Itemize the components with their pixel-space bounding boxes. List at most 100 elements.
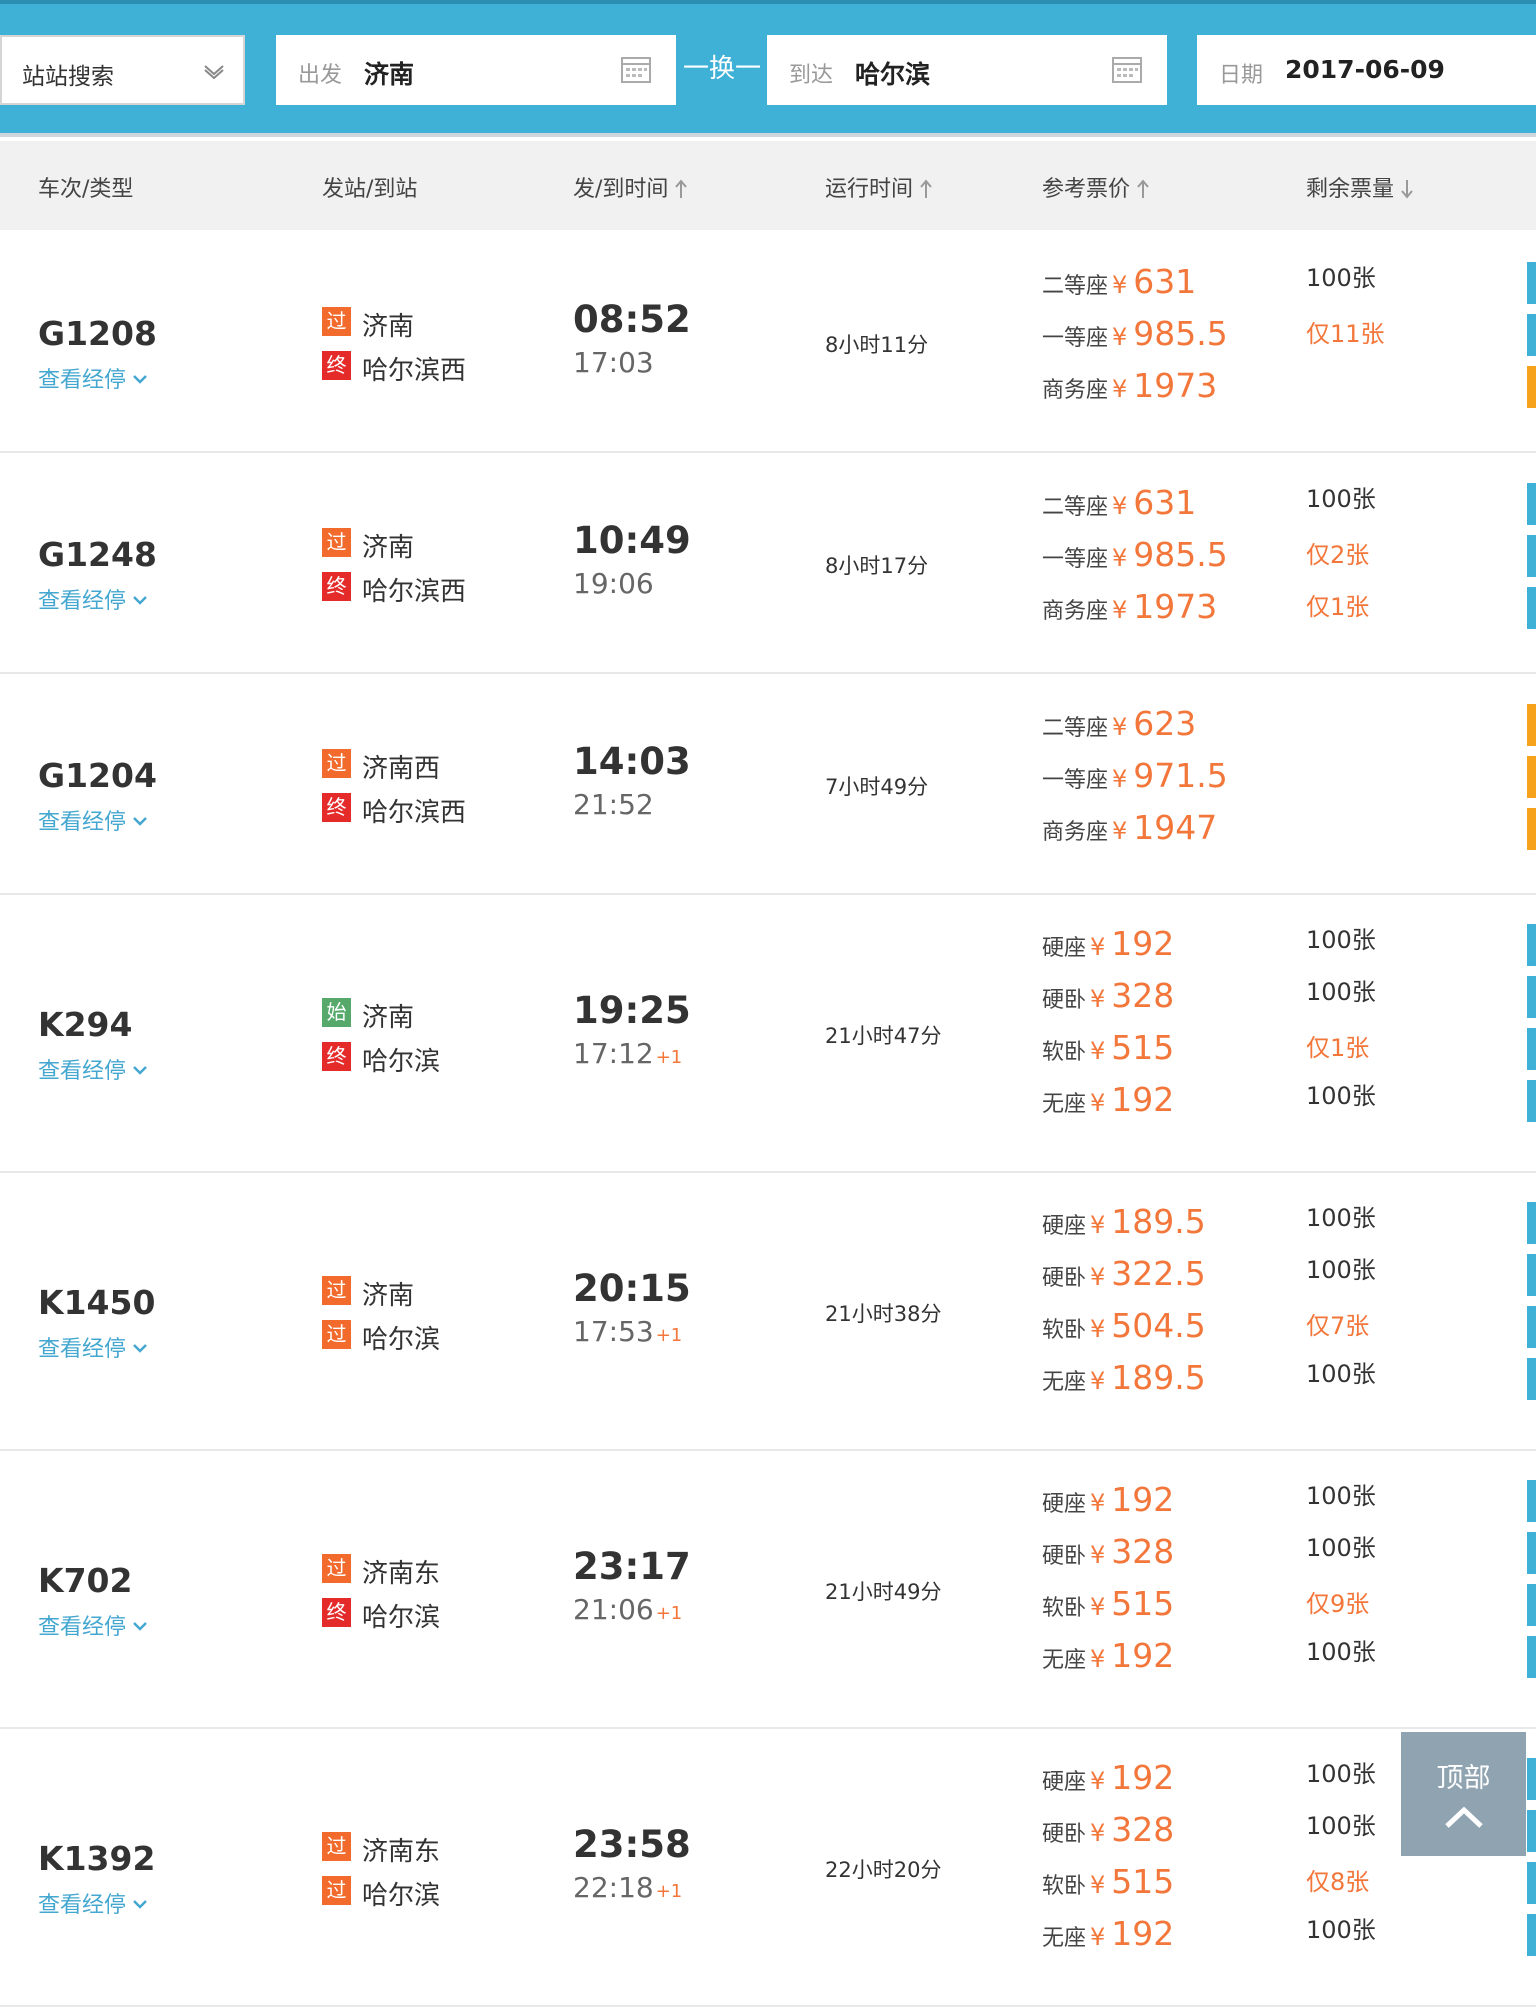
swap-button[interactable]: 一换一	[682, 54, 761, 84]
book-button[interactable]	[1527, 1202, 1536, 1244]
seat-type: 一等座	[1042, 326, 1109, 351]
header-duration[interactable]: 运行时间	[825, 171, 933, 203]
table-header: 车次/类型 发站/到站 发/到时间 运行时间 参考票价 剩余票量	[0, 141, 1536, 230]
currency-symbol: ¥	[1090, 1593, 1106, 1621]
station-type-badge: 过	[322, 748, 351, 778]
train-number[interactable]: K294	[38, 1005, 133, 1044]
station-type-badge: 过	[322, 1876, 351, 1905]
currency-symbol: ¥	[1112, 323, 1128, 351]
tickets-remaining: 100张	[1306, 485, 1376, 513]
currency-symbol: ¥	[1090, 1211, 1106, 1239]
book-button[interactable]	[1527, 366, 1536, 408]
book-button[interactable]	[1527, 1862, 1536, 1904]
tickets-remaining: 100张	[1306, 264, 1376, 292]
view-stops-link[interactable]: 查看经停	[38, 1887, 148, 1919]
book-button[interactable]	[1527, 1584, 1536, 1626]
tickets-remaining: 100张	[1306, 1760, 1376, 1788]
view-stops-link[interactable]: 查看经停	[38, 362, 148, 394]
seat-type: 软卧	[1042, 1596, 1087, 1621]
currency-symbol: ¥	[1090, 1819, 1106, 1847]
book-button[interactable]	[1527, 1306, 1536, 1348]
tickets-remaining: 100张	[1306, 978, 1376, 1006]
book-button[interactable]	[1527, 483, 1536, 525]
seat-price: 硬卧 ¥328	[1042, 976, 1174, 1015]
back-to-top-button[interactable]: 顶部	[1401, 1732, 1526, 1856]
seat-type: 一等座	[1042, 768, 1109, 793]
seat-price: 一等座 ¥971.5	[1042, 756, 1228, 795]
book-button[interactable]	[1527, 1914, 1536, 1956]
travel-duration: 22小时20分	[825, 1858, 942, 1882]
book-button[interactable]	[1527, 704, 1536, 746]
book-button[interactable]	[1527, 587, 1536, 629]
station-type-badge: 过	[322, 1554, 351, 1583]
departure-field[interactable]: 出发 济南	[276, 35, 676, 105]
book-button[interactable]	[1527, 1480, 1536, 1522]
price-value: 328	[1111, 1532, 1175, 1571]
table-row: K702 查看经停过济南东终哈尔滨 23:17 21:06 +1 21小时49分 硬座 ¥19…	[0, 1451, 1536, 1729]
calendar-icon[interactable]	[621, 57, 651, 83]
table-row: G1248 查看经停过济南终哈尔滨西 10:49 19:06 8小时17分 二等座 ¥631…	[0, 453, 1536, 674]
header-remaining[interactable]: 剩余票量	[1306, 171, 1414, 203]
book-button[interactable]	[1527, 924, 1536, 966]
train-number[interactable]: G1208	[38, 313, 157, 353]
book-button[interactable]	[1527, 1080, 1536, 1122]
book-button[interactable]	[1527, 1028, 1536, 1070]
book-button[interactable]	[1527, 1532, 1536, 1574]
book-button[interactable]	[1527, 1254, 1536, 1296]
view-stops-link[interactable]: 查看经停	[38, 1053, 148, 1085]
table-row: K294 查看经停始济南终哈尔滨 19:25 17:12 +1 21小时47分 硬座 ¥192…	[0, 895, 1536, 1173]
book-button[interactable]	[1527, 262, 1536, 304]
search-bar: 站站搜索 出发 济南 一换一 到达 哈尔滨 日期 2017-06-09	[0, 0, 1536, 133]
tickets-remaining: 仅1张	[1306, 593, 1370, 621]
train-number[interactable]: G1248	[38, 534, 157, 574]
travel-duration: 8小时11分	[825, 332, 929, 357]
book-button[interactable]	[1527, 1758, 1536, 1800]
table-row: K1450 查看经停过济南过哈尔滨 20:15 17:53 +1 21小时38分 硬座 ¥18…	[0, 1173, 1536, 1451]
currency-symbol: ¥	[1090, 1645, 1106, 1673]
seat-price: 软卧 ¥515	[1042, 1862, 1174, 1901]
book-button[interactable]	[1527, 314, 1536, 356]
seat-price: 一等座 ¥985.5	[1042, 314, 1228, 353]
view-stops-link[interactable]: 查看经停	[38, 1331, 148, 1363]
price-value: 189.5	[1111, 1358, 1206, 1397]
calendar-icon[interactable]	[1112, 57, 1142, 83]
seat-price: 无座 ¥192	[1042, 1636, 1174, 1675]
seat-price: 硬座 ¥192	[1042, 1758, 1174, 1797]
book-button[interactable]	[1527, 1636, 1536, 1678]
arrival-field[interactable]: 到达 哈尔滨	[767, 35, 1167, 105]
tickets-remaining: 100张	[1306, 1534, 1376, 1562]
currency-symbol: ¥	[1090, 1263, 1106, 1291]
chevron-down-icon	[133, 1066, 147, 1075]
book-button[interactable]	[1527, 1810, 1536, 1852]
station-name: 哈尔滨西	[362, 797, 467, 828]
train-number[interactable]: K702	[38, 1561, 133, 1600]
arrival-value: 哈尔滨	[855, 60, 931, 89]
view-stops-link[interactable]: 查看经停	[38, 583, 148, 615]
seat-type: 无座	[1042, 1370, 1087, 1395]
header-time[interactable]: 发/到时间	[573, 171, 688, 203]
book-button[interactable]	[1527, 535, 1536, 577]
train-number[interactable]: K1450	[38, 1283, 156, 1322]
book-button[interactable]	[1527, 976, 1536, 1018]
price-value: 631	[1133, 262, 1197, 301]
seat-price: 商务座 ¥1973	[1042, 587, 1217, 626]
station-name: 济南	[362, 311, 415, 342]
book-button[interactable]	[1527, 1358, 1536, 1400]
book-button[interactable]	[1527, 756, 1536, 798]
book-button[interactable]	[1527, 808, 1536, 850]
header-price[interactable]: 参考票价	[1042, 171, 1150, 203]
date-field[interactable]: 日期 2017-06-09	[1197, 35, 1536, 105]
tickets-remaining: 100张	[1306, 1638, 1376, 1666]
search-mode-select[interactable]: 站站搜索	[0, 35, 245, 105]
view-stops-link[interactable]: 查看经停	[38, 804, 148, 836]
price-value: 985.5	[1133, 314, 1228, 353]
arrival-time: 22:18 +1	[573, 1871, 683, 1904]
station-name: 济南东	[362, 1559, 441, 1589]
view-stops-link[interactable]: 查看经停	[38, 1609, 148, 1641]
train-number[interactable]: K1392	[38, 1839, 156, 1878]
seat-type: 二等座	[1042, 716, 1109, 741]
seat-type: 无座	[1042, 1092, 1087, 1117]
arrival-time: 19:06	[573, 566, 654, 600]
train-number[interactable]: G1204	[38, 755, 157, 795]
seat-price: 二等座 ¥631	[1042, 262, 1197, 301]
